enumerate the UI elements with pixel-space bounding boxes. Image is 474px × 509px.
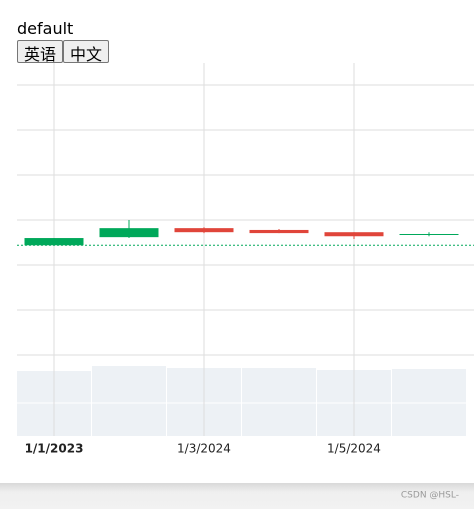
footer-band <box>0 483 474 509</box>
candle-body <box>324 232 384 237</box>
volume-bar <box>92 366 166 436</box>
candle-body <box>24 238 84 246</box>
language-button[interactable]: 英语 <box>17 40 64 64</box>
candle-body <box>99 228 159 238</box>
label: default <box>17 19 74 38</box>
button-group: 英语 中文 <box>17 40 110 64</box>
x-tick-label: 1/3/2024 <box>177 442 231 456</box>
candle-body <box>399 234 459 235</box>
x-tick-label: 1/5/2024 <box>327 442 381 456</box>
language-button[interactable]: 中文 <box>63 40 110 64</box>
watermark: CSDN @HSL- <box>401 491 459 501</box>
candle-body <box>249 229 309 234</box>
candle-body <box>174 228 234 233</box>
volume-bar <box>242 368 316 436</box>
x-tick-label: 1/1/2023 <box>25 442 84 456</box>
